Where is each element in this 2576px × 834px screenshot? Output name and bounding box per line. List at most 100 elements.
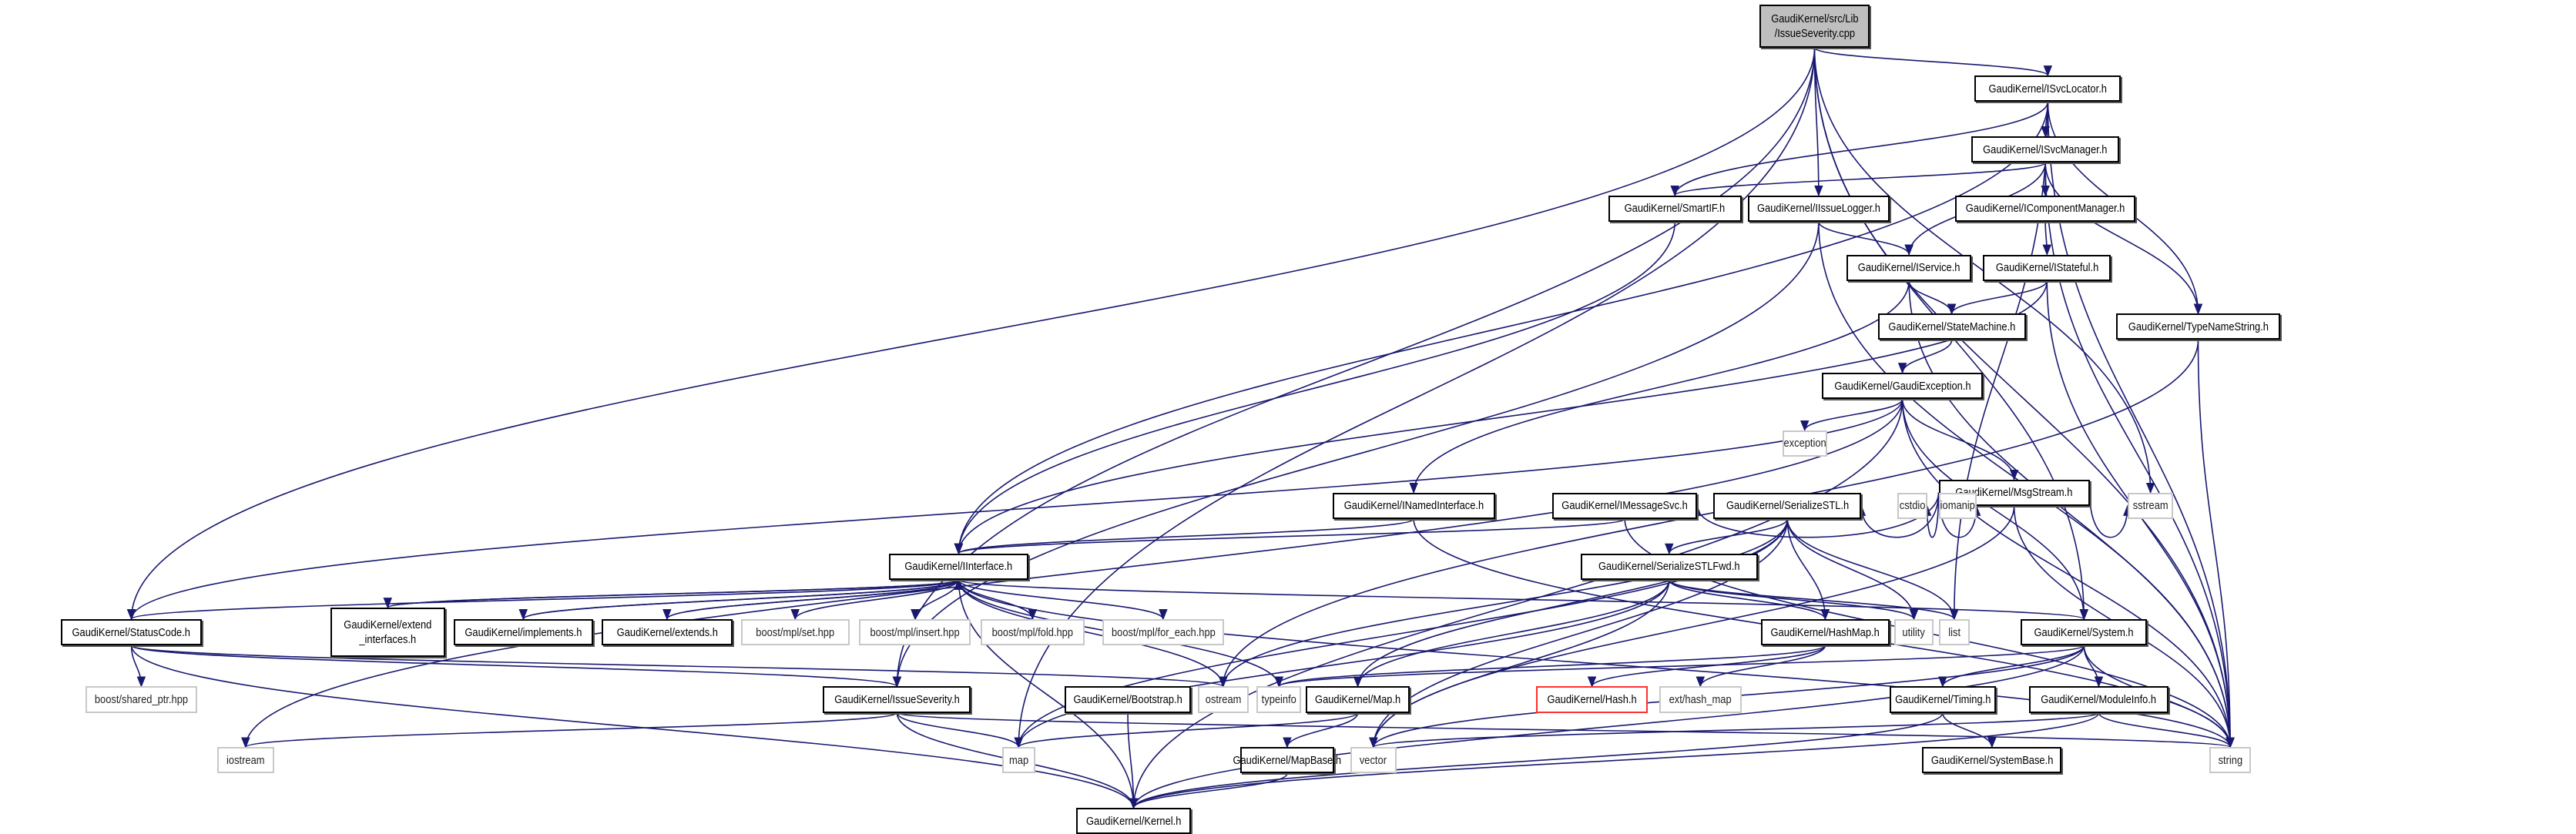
node-label: GaudiKernel/Bootstrap.h <box>1073 692 1182 706</box>
node-istateful[interactable]: GaudiKernel/IStateful.h <box>1983 254 2111 281</box>
node-mpl-set[interactable]: boost/mpl/set.hpp <box>740 619 850 646</box>
node-label: vector <box>1360 753 1387 767</box>
node-hashmap[interactable]: GaudiKernel/HashMap.h <box>1761 619 1890 646</box>
node-label: exception <box>1783 437 1826 450</box>
edge-serializestlfwd-to-utility <box>1668 579 1919 621</box>
edge-root-to-string <box>1813 47 2235 749</box>
node-implements[interactable]: GaudiKernel/implements.h <box>453 619 593 646</box>
edge-statemachine-to-gaudiexception <box>1897 340 1953 374</box>
node-vector[interactable]: vector <box>1350 747 1397 774</box>
node-typeinfo[interactable]: typeinfo <box>1256 686 1302 713</box>
edge-iinterface-to-statuscode <box>127 579 960 621</box>
node-issueseverity[interactable]: GaudiKernel/IssueSeverity.h <box>823 686 971 713</box>
node-list[interactable]: list <box>1938 619 1971 646</box>
node-issuelogger[interactable]: GaudiKernel/IIssueLogger.h <box>1748 195 1890 222</box>
node-map[interactable]: map <box>1001 747 1035 774</box>
node-label: GaudiKernel/Hash.h <box>1547 692 1637 706</box>
node-systembase[interactable]: GaudiKernel/SystemBase.h <box>1922 747 2062 774</box>
node-mpl-for-each[interactable]: boost/mpl/for_each.hpp <box>1102 619 1224 646</box>
node-isvclocator[interactable]: GaudiKernel/ISvcLocator.h <box>1974 75 2122 102</box>
edge-imessagesvc-to-iinterface <box>954 518 1625 555</box>
node-mpl-fold[interactable]: boost/mpl/fold.hpp <box>981 619 1085 646</box>
node-label: typeinfo <box>1261 692 1296 706</box>
node-shared-ptr[interactable]: boost/shared_ptr.hpp <box>85 686 197 713</box>
node-mpl-insert[interactable]: boost/mpl/insert.hpp <box>859 619 971 646</box>
node-label: GaudiKernel/src/Lib /IssueSeverity.cpp <box>1770 12 1859 41</box>
node-label: GaudiKernel/IStateful.h <box>1995 261 2098 275</box>
edge-gaudiexception-to-system <box>1901 399 2089 621</box>
node-imessagesvc[interactable]: GaudiKernel/IMessageSvc.h <box>1552 492 1698 519</box>
node-iostream[interactable]: iostream <box>216 747 275 774</box>
node-timing[interactable]: GaudiKernel/Timing.h <box>1889 686 1997 713</box>
node-label: sstream <box>2132 499 2168 513</box>
edge-serializestl-to-serializestlfwd <box>1665 518 1789 555</box>
edge-isvcmanager-to-string <box>2044 162 2235 749</box>
edge-gaudiexception-to-kernel <box>1129 399 1903 809</box>
edge-icomponentmanager-to-istateful <box>2042 221 2052 256</box>
node-label: GaudiKernel/IInterface.h <box>904 560 1013 574</box>
node-extends[interactable]: GaudiKernel/extends.h <box>601 619 733 646</box>
node-iservice[interactable]: GaudiKernel/IService.h <box>1846 254 1972 281</box>
node-label: boost/mpl/set.hpp <box>756 625 835 639</box>
edge-gaudiexception-to-string <box>1901 399 2235 749</box>
node-kernel[interactable]: GaudiKernel/Kernel.h <box>1075 808 1192 834</box>
node-label: boost/mpl/insert.hpp <box>870 625 960 639</box>
node-label: GaudiKernel/System.h <box>2034 625 2134 639</box>
node-bootstrap[interactable]: GaudiKernel/Bootstrap.h <box>1064 686 1192 713</box>
node-moduleinfo[interactable]: GaudiKernel/ModuleInfo.h <box>2028 686 2169 713</box>
node-label: GaudiKernel/IComponentManager.h <box>1965 202 2125 216</box>
edge-root-to-isvclocator <box>1813 47 2052 77</box>
edge-issuelogger-to-issueseverity <box>892 221 1820 688</box>
node-exception[interactable]: exception <box>1782 430 1827 457</box>
edge-serializestlfwd-to-list <box>1668 579 1959 621</box>
edge-gaudiexception-to-exception <box>1800 398 1903 432</box>
edge-iinterface-to-ostream <box>958 579 1228 688</box>
node-ostream[interactable]: ostream <box>1197 686 1249 713</box>
node-label: GaudiKernel/MsgStream.h <box>1955 486 2073 500</box>
node-statemachine[interactable]: GaudiKernel/StateMachine.h <box>1877 313 2026 340</box>
node-serializestl[interactable]: GaudiKernel/SerializeSTL.h <box>1713 492 1862 519</box>
node-gaudiexception[interactable]: GaudiKernel/GaudiException.h <box>1822 373 1984 400</box>
node-sstream[interactable]: sstream <box>2127 492 2174 519</box>
edge-gaudiexception-to-msgstream <box>1901 399 2019 481</box>
node-label: GaudiKernel/ISvcManager.h <box>1983 142 2108 156</box>
node-isvcmanager[interactable]: GaudiKernel/ISvcManager.h <box>1971 136 2120 163</box>
node-label: GaudiKernel/SmartIF.h <box>1624 202 1726 216</box>
node-string[interactable]: string <box>2209 747 2251 774</box>
node-system[interactable]: GaudiKernel/System.h <box>2021 619 2148 646</box>
node-hash-map[interactable]: ext/hash_map <box>1659 686 1742 713</box>
edge-gaudiexception-to-iostream <box>241 399 1903 749</box>
node-iinterface[interactable]: GaudiKernel/IInterface.h <box>888 553 1029 580</box>
node-extend-interfaces[interactable]: GaudiKernel/extend _interfaces.h <box>330 608 445 658</box>
edge-iinterface-to-string <box>958 579 2235 749</box>
node-inamedinterface[interactable]: GaudiKernel/INamedInterface.h <box>1332 492 1495 519</box>
node-label: GaudiKernel/SystemBase.h <box>1930 753 2054 767</box>
edge-typenamestring-to-string <box>2197 340 2235 749</box>
edge-timing-to-systembase <box>1942 712 1997 749</box>
node-typenamestring[interactable]: GaudiKernel/TypeNameString.h <box>2115 313 2281 340</box>
node-serializestlfwd[interactable]: GaudiKernel/SerializeSTLFwd.h <box>1580 553 1758 580</box>
node-map[interactable]: GaudiKernel/Map.h <box>1306 686 1410 713</box>
node-smartif[interactable]: GaudiKernel/SmartIF.h <box>1608 195 1742 222</box>
edge-statuscode-to-kernel <box>130 645 1139 809</box>
edge-msgstream-to-serializestl <box>1857 492 1940 538</box>
node-statuscode[interactable]: GaudiKernel/StatusCode.h <box>60 619 203 646</box>
node-label: GaudiKernel/StateMachine.h <box>1888 320 2016 333</box>
edge-iservice-to-string <box>1908 280 2235 749</box>
node-hash[interactable]: GaudiKernel/Hash.h <box>1536 686 1649 713</box>
node-utility[interactable]: utility <box>1893 619 1934 646</box>
node-label: GaudiKernel/ISvcLocator.h <box>1988 82 2108 95</box>
node-icomponentmanager[interactable]: GaudiKernel/IComponentManager.h <box>1954 195 2136 222</box>
edge-bootstrap-to-kernel <box>1127 712 1139 809</box>
edge-typenamestring-to-ostream <box>1219 340 2199 688</box>
node-label: GaudiKernel/INamedInterface.h <box>1343 499 1484 513</box>
node-cstdio[interactable]: cstdio <box>1897 492 1927 519</box>
node-iomanip[interactable]: iomanip <box>1938 492 1977 519</box>
edge-isvclocator-to-iinterface <box>954 102 2049 555</box>
node-label: boost/mpl/fold.hpp <box>991 625 1074 639</box>
edge-hashmap-to-typeinfo <box>1274 645 1826 688</box>
node-root[interactable]: GaudiKernel/src/Lib /IssueSeverity.cpp <box>1759 5 1870 48</box>
edge-isvcmanager-to-smartif <box>1670 162 2046 197</box>
edge-issueseverity-to-iostream <box>241 712 898 749</box>
node-mapbase[interactable]: GaudiKernel/MapBase.h <box>1233 747 1341 774</box>
